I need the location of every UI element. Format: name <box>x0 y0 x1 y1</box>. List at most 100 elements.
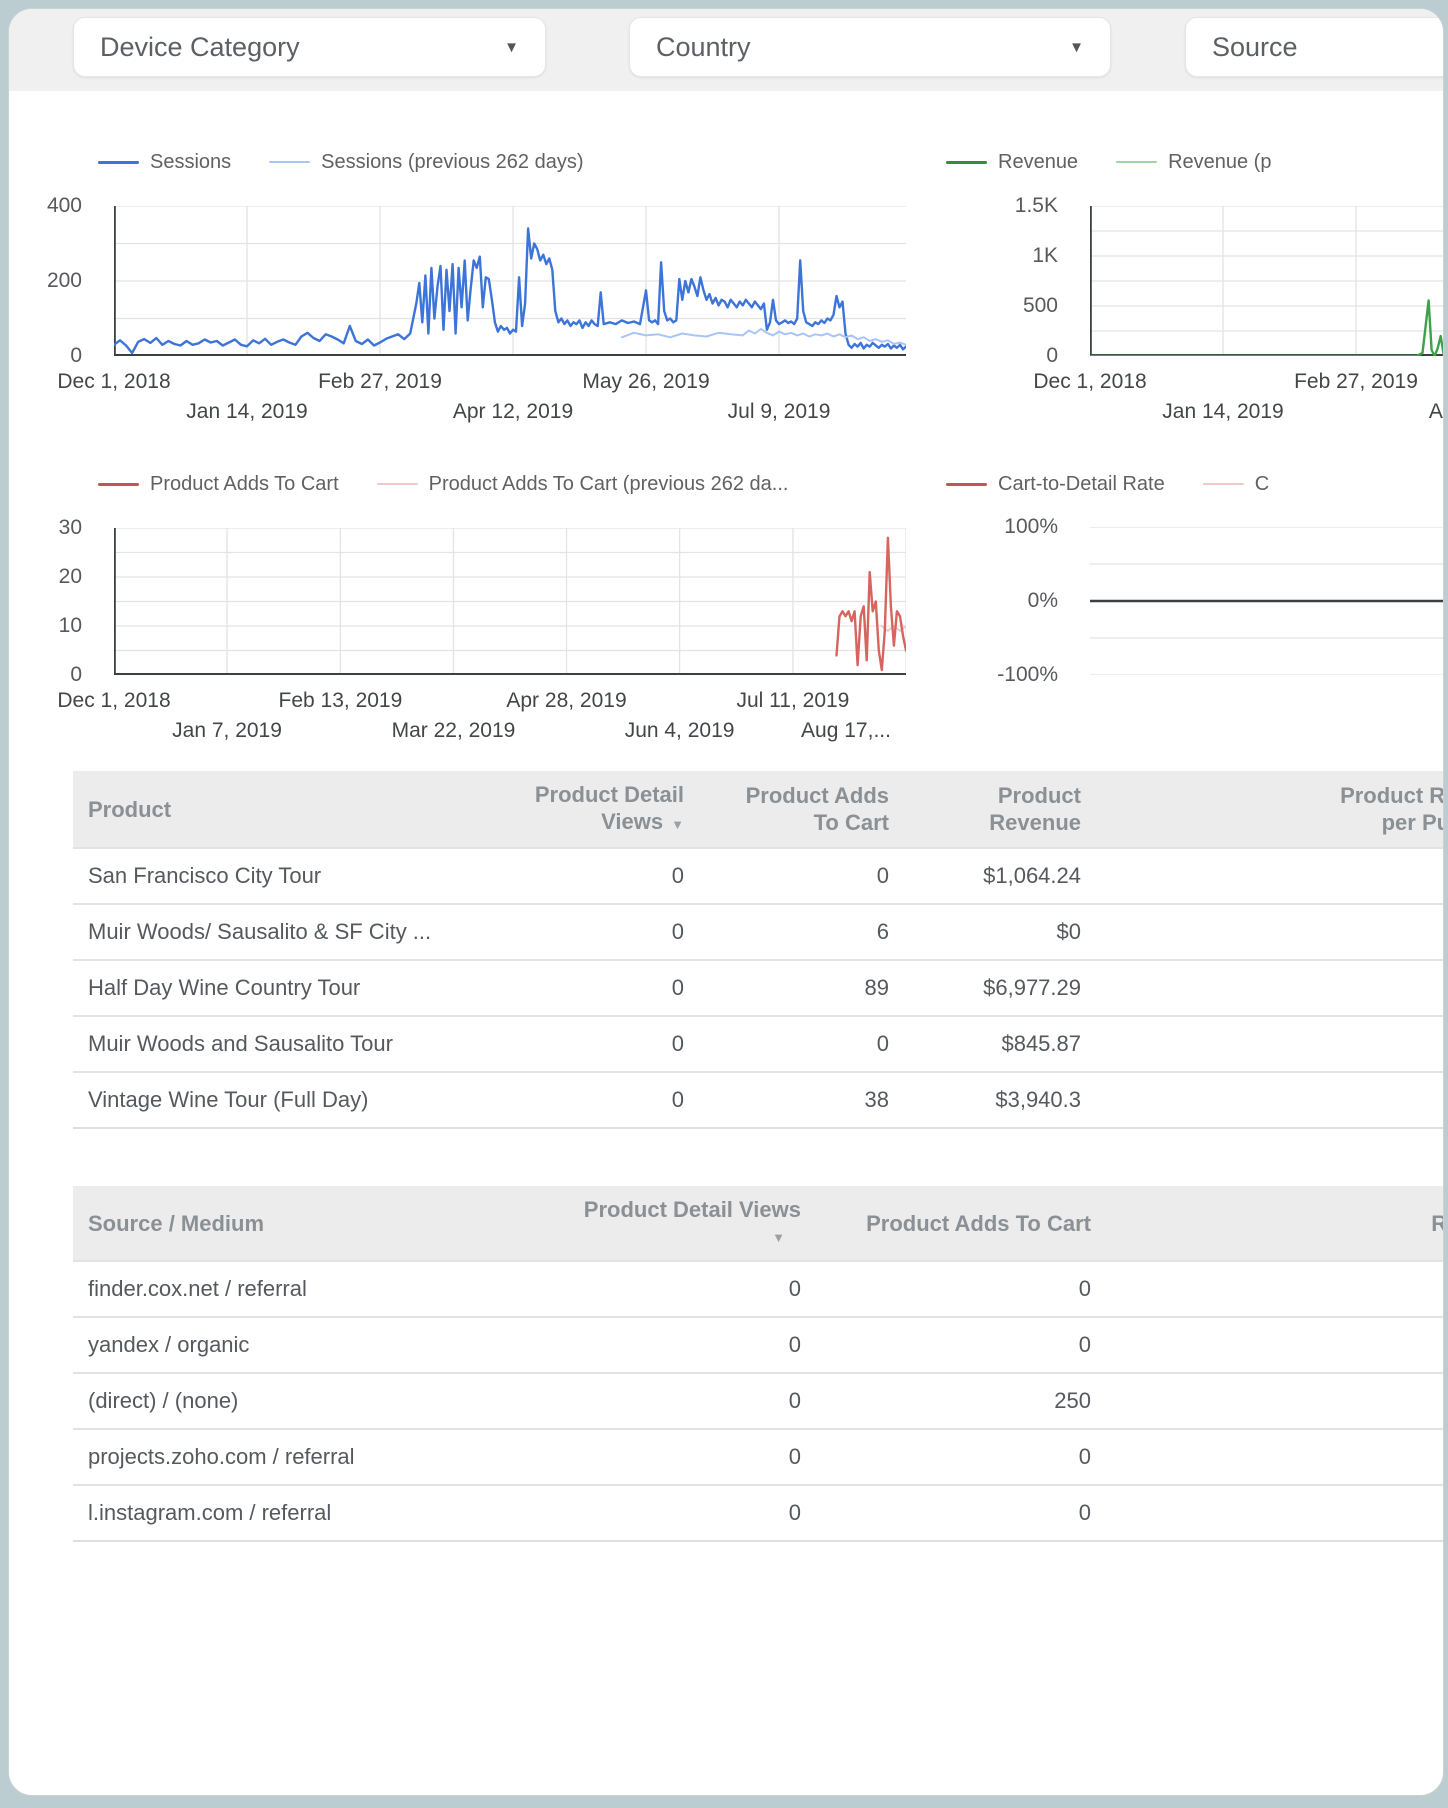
sessions-chart[interactable]: Sessions Sessions (previous 262 days) 400 2… <box>47 151 906 423</box>
y-tick-label: 0% <box>1027 589 1058 612</box>
revenue-chart[interactable]: Revenue Revenue (p 1.5K 1K 500 0 Dec 1, 2018 Ja… <box>946 151 1444 423</box>
row-label-cell: yandex / organic <box>88 1332 250 1357</box>
legend-label: Revenue <box>998 150 1079 173</box>
legend-item: Sessions <box>98 151 231 174</box>
y-tick-label: 0 <box>1046 344 1058 367</box>
x-tick-label: Dec 1, 2018 <box>57 370 171 393</box>
value-cell: 0 <box>1078 1276 1091 1301</box>
value-cell: $6,977.29 <box>983 975 1081 1000</box>
legend-label: Cart-to-Detail Rate <box>998 472 1165 495</box>
x-tick-label: Apr 28, 2019 <box>506 689 627 712</box>
table-row: Half Day Wine Country Tour 0 89 $6,977.29 <box>73 959 1443 1015</box>
value-cell: 0 <box>671 919 684 944</box>
legend-line-swatch-icon <box>946 482 987 486</box>
row-label-cell: San Francisco City Tour <box>88 863 322 888</box>
table-row: Muir Woods/ Sausalito & SF City ... 0 6 $0 <box>73 903 1443 959</box>
y-tick-label: 200 <box>46 269 82 292</box>
value-cell: 0 <box>788 1388 801 1413</box>
value-cell: $14 <box>1091 1388 1443 1414</box>
column-header: Product Revenue <box>989 783 1081 835</box>
value-cell: 0 <box>671 1087 684 1112</box>
value-cell: 0 <box>788 1500 801 1525</box>
series-line <box>1090 299 1443 356</box>
y-tick-label: 10 <box>58 614 82 637</box>
product-adds-to-cart-plot[interactable] <box>114 528 906 675</box>
legend-item: Sessions (previous 262 days) <box>269 150 584 174</box>
table-row: finder.cox.net / referral 0 0 <box>73 1260 1443 1316</box>
revenue-legend: Revenue Revenue (p <box>946 149 1443 175</box>
value-cell: 0 <box>788 1444 801 1469</box>
table-row: Muir Woods and Sausalito Tour 0 0 $845.87 <box>73 1015 1443 1071</box>
x-tick-label: Jan 14, 2019 <box>186 400 308 423</box>
value-cell: 0 <box>788 1276 801 1301</box>
source-medium-table: Source / Medium Product Detail Views ▼ Prod… <box>73 1186 1443 1542</box>
cart-to-detail-rate-chart[interactable]: Cart-to-Detail Rate C 100% 0% -100% <box>946 473 1444 686</box>
table-row: San Francisco City Tour 0 0 $1,064.24 <box>73 847 1443 903</box>
x-tick-label: Dec 1, 2018 <box>57 689 171 712</box>
series-line <box>114 227 906 355</box>
value-cell: 0 <box>671 1031 684 1056</box>
table-row: projects.zoho.com / referral 0 0 <box>73 1428 1443 1484</box>
x-tick-label: May 26, 2019 <box>582 370 710 393</box>
revenue-plot[interactable] <box>1090 206 1444 356</box>
source-filter[interactable]: Source ▼ <box>1185 17 1443 77</box>
y-tick-label: 0 <box>70 663 82 686</box>
legend-line-swatch-icon <box>1116 161 1158 163</box>
row-label-cell: Vintage Wine Tour (Full Day) <box>88 1087 369 1112</box>
x-tick-label: Feb 27, 2019 <box>1294 370 1418 393</box>
legend-line-swatch-icon <box>269 161 311 163</box>
value-cell: 0 <box>1078 1444 1091 1469</box>
y-tick-label: -100% <box>997 663 1058 686</box>
x-tick-label: Apr 12, 2019 <box>452 400 574 423</box>
value-cell: $845.87 <box>1001 1031 1081 1056</box>
legend-item: Revenue (p <box>1116 151 1271 174</box>
table-row: yandex / organic 0 0 <box>73 1316 1443 1372</box>
device-category-filter-label: Device Category <box>100 31 300 62</box>
cart-to-detail-rate-plot[interactable] <box>1090 527 1444 675</box>
legend-label: Revenue (p <box>1168 150 1272 173</box>
legend-label: Sessions <box>150 150 232 173</box>
country-filter[interactable]: Country ▼ <box>629 17 1111 77</box>
legend-label: Sessions (previous 262 days) <box>321 150 584 173</box>
product-adds-to-cart-chart[interactable]: Product Adds To Cart Product Adds To Cart… <box>57 473 906 742</box>
column-header[interactable]: Product Detail Views ▼ <box>534 781 684 834</box>
sessions-plot[interactable] <box>114 206 906 356</box>
x-tick-label: Feb 13, 2019 <box>278 689 403 712</box>
x-tick-label: Dec 1, 2018 <box>1033 370 1147 393</box>
legend-label: C <box>1254 472 1270 495</box>
country-filter-label: Country <box>656 31 751 62</box>
row-label-cell: projects.zoho.com / referral <box>88 1444 355 1469</box>
x-tick-label: Jul 9, 2019 <box>727 400 831 423</box>
table-bottom-border <box>73 1540 1443 1542</box>
legend-line-swatch-icon <box>98 482 139 486</box>
column-header[interactable]: Product Detail Views ▼ <box>493 1196 801 1251</box>
chevron-down-icon: ▼ <box>1069 38 1084 56</box>
series-line <box>620 328 906 346</box>
value-cell: $0 <box>1056 919 1081 944</box>
table-row: l.instagram.com / referral 0 0 <box>73 1484 1443 1540</box>
legend-line-swatch-icon <box>1202 483 1244 485</box>
table-bottom-border <box>73 1127 1443 1129</box>
x-tick-label: Jul 11, 2019 <box>736 689 850 712</box>
value-cell: 6 <box>876 919 889 944</box>
report-card: Device Category ▼ Country ▼ Source ▼ Ses… <box>8 8 1444 1796</box>
chevron-down-icon: ▼ <box>504 38 519 56</box>
legend-item: Product Adds To Cart <box>98 473 339 496</box>
y-tick-label: 500 <box>1022 294 1058 317</box>
row-label-cell: Half Day Wine Country Tour <box>88 975 361 1000</box>
row-label-cell: (direct) / (none) <box>88 1388 239 1413</box>
x-tick-label: Mar 22, 2019 <box>391 719 516 742</box>
table-row: (direct) / (none) 0 250$14 <box>73 1372 1443 1428</box>
y-tick-label: 1.5K <box>1014 194 1058 217</box>
column-header: Product <box>88 796 172 822</box>
column-header: Product Adds To Cart <box>745 783 889 835</box>
legend-line-swatch-icon <box>946 160 987 164</box>
series-line <box>835 536 906 672</box>
value-cell: 0 <box>788 1332 801 1357</box>
value-cell: $3,940.3 <box>995 1087 1081 1112</box>
product-table: Product Product Detail Views ▼ Product Adds T… <box>73 771 1443 1129</box>
y-tick-label: 100% <box>1004 515 1058 538</box>
device-category-filter[interactable]: Device Category ▼ <box>73 17 546 77</box>
table-header-row: Product Product Detail Views ▼ Product Adds T… <box>73 771 1443 847</box>
value-cell: $1,064.24 <box>983 863 1081 888</box>
